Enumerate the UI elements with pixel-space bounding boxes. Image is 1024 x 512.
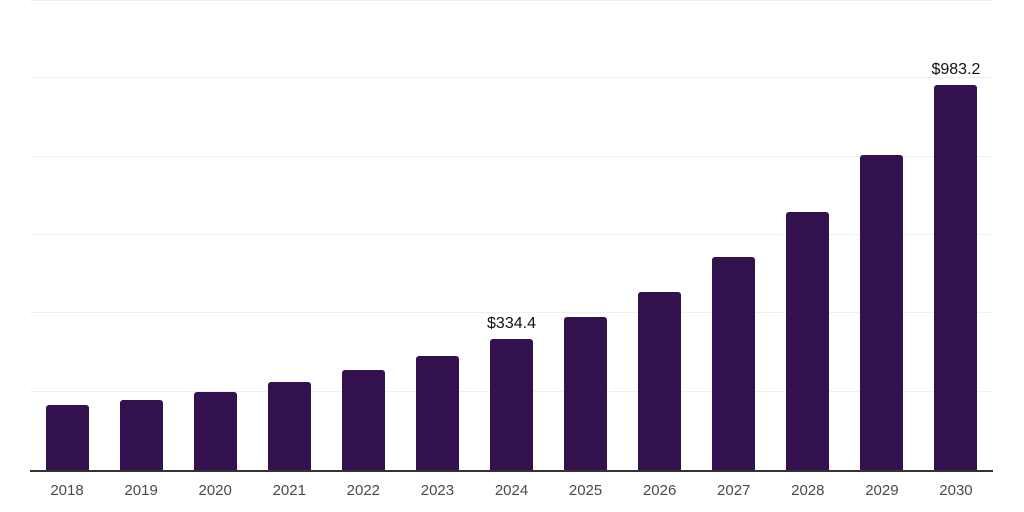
gridline (30, 312, 993, 314)
bar-2020 (193, 391, 237, 470)
bar-2025 (564, 317, 608, 470)
gridline (30, 234, 993, 235)
bar-2021 (267, 381, 311, 470)
x-axis-line (30, 470, 993, 472)
x-tick-label-2019: 2019 (124, 482, 158, 499)
x-tick-label-2030: 2030 (939, 482, 973, 499)
x-tick-label-2026: 2026 (642, 482, 677, 499)
x-tick-label-2020: 2020 (198, 482, 232, 499)
gridline (30, 77, 993, 79)
x-tick-label-2018: 2018 (50, 482, 84, 499)
x-tick-label-2029: 2029 (865, 482, 899, 499)
x-tick-label-2024: 2024 (494, 482, 529, 499)
bar-2030 (934, 84, 978, 470)
x-tick-label-2022: 2022 (346, 482, 381, 499)
bar-2024 (490, 339, 533, 470)
plot-area: $334.4 $983.2 (30, 0, 993, 470)
gridline (30, 155, 993, 157)
bar-2019 (119, 399, 163, 470)
x-tick-label-2028: 2028 (791, 482, 825, 499)
x-tick-label-2021: 2021 (272, 482, 306, 499)
bar-2027 (712, 256, 756, 470)
bar-2028 (786, 211, 830, 470)
bar-value-label-2024: $334.4 (487, 315, 536, 333)
bar-2023 (415, 356, 459, 470)
bar-value-label-2030: $983.2 (931, 60, 981, 78)
gridline (30, 0, 993, 1)
bar-2018 (45, 405, 89, 470)
bar-2029 (860, 154, 904, 470)
x-tick-label-2027: 2027 (717, 482, 751, 499)
x-tick-label-2023: 2023 (420, 482, 455, 499)
x-tick-label-2025: 2025 (568, 482, 603, 499)
bar-2022 (341, 370, 385, 470)
x-axis: 2018 2019 2020 2021 2022 2023 2024 2025 2026 2027… (30, 480, 993, 502)
bar-2026 (638, 291, 682, 470)
